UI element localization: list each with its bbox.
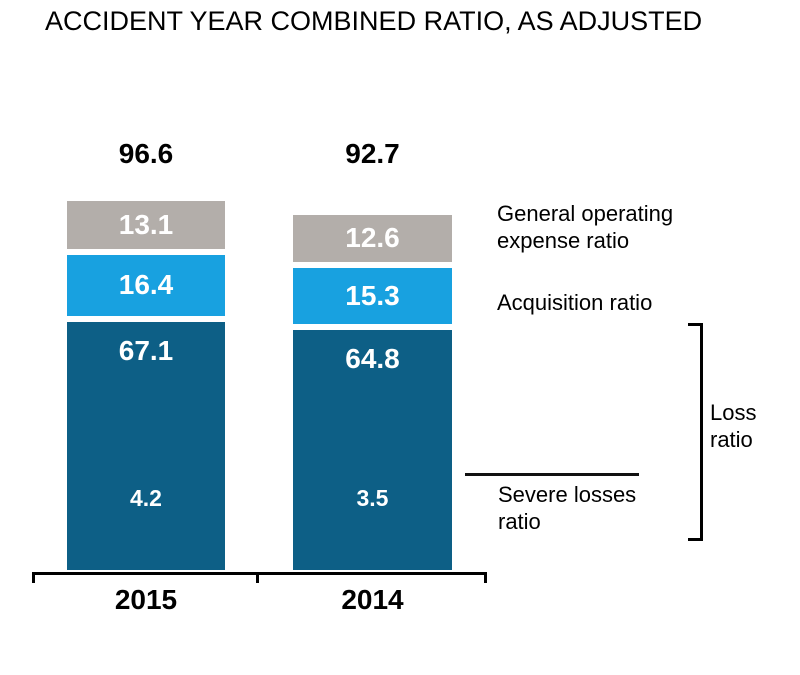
bar-2014-total-label: 92.7 — [345, 138, 400, 169]
loss-ratio-bracket — [688, 323, 703, 541]
legend-acquisition-ratio: Acquisition ratio — [497, 290, 653, 315]
x-axis-category-2014: 2014 — [341, 584, 404, 615]
bar-2014-segment-general-operating: 12.6 — [293, 215, 452, 262]
x-axis-tick-middle — [256, 572, 259, 583]
bar-2014-segment-loss: 64.8 3.5 — [293, 330, 452, 570]
chart-title: ACCIDENT YEAR COMBINED RATIO, AS ADJUSTE… — [45, 6, 703, 36]
legend-loss-ratio: Loss ratio — [710, 400, 757, 452]
segment-value-label: 16.4 — [118, 269, 174, 301]
severe-losses-value-label: 4.2 — [130, 484, 162, 511]
legend-severe-losses-ratio: Severe losses ratio — [498, 482, 637, 534]
bar-2015-segment-acquisition: 16.4 — [67, 255, 225, 316]
x-axis-line — [32, 572, 487, 575]
bar-2015-total-label: 96.6 — [118, 138, 174, 169]
x-axis-category-2015: 2015 — [114, 584, 178, 615]
loss-ratio-value-label: 64.8 — [345, 343, 400, 375]
bar-2015-segment-general-operating: 13.1 — [67, 200, 225, 250]
severe-losses-pointer-line — [465, 473, 639, 476]
x-axis-tick-left — [32, 572, 35, 583]
legend-general-operating-expense-ratio: General operating expense ratio — [497, 201, 674, 253]
x-axis-tick-right — [484, 572, 487, 583]
segment-value-label: 13.1 — [118, 208, 174, 240]
bar-2015-segment-loss: 67.1 4.2 — [67, 321, 225, 570]
severe-losses-value-label: 3.5 — [356, 484, 389, 511]
segment-value-label: 15.3 — [345, 279, 400, 311]
bar-2014-segment-acquisition: 15.3 — [293, 267, 452, 325]
segment-value-label: 12.6 — [345, 222, 400, 254]
loss-ratio-value-label: 67.1 — [118, 334, 174, 366]
